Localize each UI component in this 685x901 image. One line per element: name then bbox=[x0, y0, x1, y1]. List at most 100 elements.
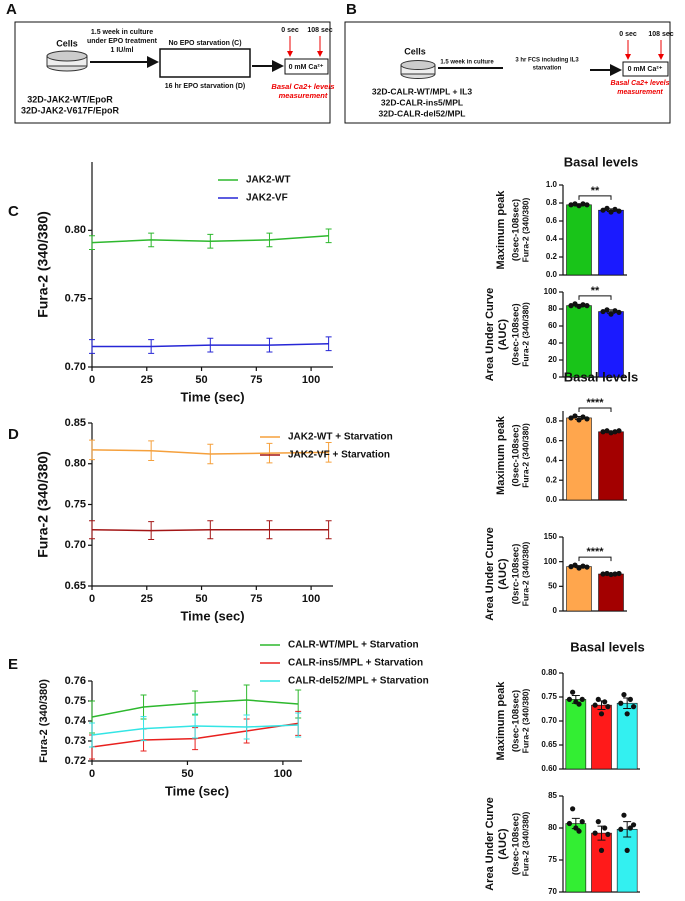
panel-letter: C bbox=[8, 203, 19, 220]
y-tick-label: 0.75 bbox=[65, 498, 86, 510]
dish bbox=[400, 60, 436, 79]
y-tick-label: 0.70 bbox=[65, 361, 86, 373]
y-tick-label: 75 bbox=[548, 855, 557, 864]
data-point bbox=[630, 704, 637, 710]
panel-b: B Cells 1.5 week in culture 3 hr FCS inc… bbox=[344, 1, 674, 124]
data-point bbox=[566, 696, 573, 703]
error-bar bbox=[575, 203, 583, 207]
x-tick-label: 25 bbox=[141, 374, 153, 386]
y-axis-label: Fura-2 (340/380) bbox=[520, 302, 530, 367]
y-tick-label: 0.65 bbox=[541, 740, 557, 749]
data-point bbox=[566, 820, 573, 827]
y-tick-label: 0.73 bbox=[65, 735, 86, 747]
error-bar bbox=[325, 442, 332, 463]
significance-bracket bbox=[578, 195, 612, 200]
data-point bbox=[616, 428, 622, 434]
data-point bbox=[568, 415, 574, 421]
y-axis-label: (0sec-108sec) bbox=[511, 199, 522, 261]
time-label: 108 sec bbox=[307, 27, 332, 34]
y-axis-label: Area Under Curve bbox=[484, 797, 496, 891]
data-point bbox=[584, 202, 590, 208]
measure-label: measurement bbox=[279, 91, 328, 100]
error-bar bbox=[89, 339, 95, 354]
significance-bracket bbox=[578, 407, 612, 412]
panel-letter: E bbox=[8, 656, 18, 673]
legend-label: JAK2-WT + Starvation bbox=[288, 432, 393, 443]
y-tick-label: 0.72 bbox=[65, 755, 86, 767]
y-tick-label: 80 bbox=[548, 304, 557, 313]
bar bbox=[566, 417, 592, 501]
medium-label: 0 mM Ca²⁺ bbox=[289, 64, 324, 71]
significance-label: ** bbox=[591, 285, 600, 297]
y-tick-label: 100 bbox=[544, 557, 558, 566]
y-tick-label: 70 bbox=[548, 887, 557, 896]
y-tick-label: 0.80 bbox=[541, 668, 557, 677]
x-axis-label: Time (sec) bbox=[180, 389, 244, 404]
y-axis-label: Fura-2 (340/380) bbox=[520, 423, 530, 488]
y-tick-label: 0.80 bbox=[65, 458, 86, 470]
step-label: 1.5 week in culture bbox=[91, 29, 153, 36]
y-tick-label: 0.4 bbox=[546, 234, 558, 243]
error-bar bbox=[207, 520, 214, 540]
measure-label: Basal Ca2+ levels bbox=[271, 82, 334, 91]
y-tick-label: 80 bbox=[548, 823, 557, 832]
y-tick-label: 50 bbox=[548, 581, 557, 590]
data-point bbox=[598, 847, 605, 854]
data-point bbox=[592, 830, 598, 836]
x-axis-label: Time (sec) bbox=[165, 783, 229, 798]
error-bar bbox=[266, 520, 273, 540]
data-point bbox=[600, 207, 606, 213]
data-point bbox=[605, 831, 611, 838]
cells-label: Cells bbox=[404, 46, 426, 56]
cell-line: 32D-CALR-del52/MPL bbox=[379, 108, 466, 118]
x-tick-label: 100 bbox=[274, 768, 292, 780]
dish bbox=[46, 50, 88, 72]
data-point bbox=[600, 429, 606, 435]
significance-bracket bbox=[578, 556, 612, 562]
panel-a: A Cells 1.5 week in culture under EPO tr… bbox=[6, 1, 335, 124]
x-tick-label: 0 bbox=[89, 593, 95, 605]
y-tick-label: 0.74 bbox=[65, 715, 87, 727]
data-point bbox=[621, 692, 627, 698]
chart-title: Basal levels bbox=[570, 639, 644, 654]
y-tick-label: 1.0 bbox=[546, 180, 558, 189]
y-tick-label: 40 bbox=[548, 338, 557, 347]
y-axis-label: Maximum peak bbox=[495, 415, 507, 495]
x-tick-label: 50 bbox=[181, 768, 193, 780]
step-label: starvation bbox=[533, 66, 562, 72]
error-bar bbox=[207, 443, 214, 465]
y-axis-label: (AUC) bbox=[497, 319, 509, 350]
error-bar bbox=[325, 336, 332, 352]
data-point bbox=[602, 699, 608, 705]
step-label: No EPO starvation (C) bbox=[168, 40, 241, 47]
panel-frame bbox=[344, 21, 671, 124]
y-tick-label: 0.65 bbox=[65, 580, 86, 592]
error-bar bbox=[89, 235, 95, 250]
error-bar bbox=[571, 695, 580, 704]
significance-label: **** bbox=[586, 397, 604, 409]
legend-label: CALR-del52/MPL + Starvation bbox=[288, 676, 429, 687]
measure-label: Basal Ca2+ levels bbox=[611, 80, 670, 87]
error-bar bbox=[325, 520, 332, 540]
data-point bbox=[618, 826, 624, 832]
starvation-box bbox=[159, 48, 251, 78]
error-bar bbox=[148, 440, 155, 461]
significance-label: **** bbox=[586, 546, 604, 558]
x-tick-label: 0 bbox=[89, 768, 95, 780]
medium-label: 0 mM Ca²⁺ bbox=[628, 66, 663, 73]
y-tick-label: 0.4 bbox=[546, 456, 558, 465]
data-point bbox=[576, 701, 582, 707]
step-label: 16 hr EPO starvation (D) bbox=[165, 83, 246, 90]
data-point bbox=[568, 564, 574, 570]
y-axis-label: Fura-2 (340/380) bbox=[35, 451, 51, 558]
error-bar bbox=[571, 817, 580, 830]
y-axis-label: (AUC) bbox=[497, 558, 509, 589]
y-tick-label: 0.0 bbox=[546, 495, 558, 504]
data-point bbox=[592, 702, 598, 708]
data-point bbox=[600, 571, 606, 577]
data-point bbox=[616, 570, 622, 577]
step-label: under EPO treatment bbox=[87, 38, 158, 45]
data-point bbox=[570, 806, 576, 812]
legend-label: JAK2-WT bbox=[246, 175, 290, 186]
